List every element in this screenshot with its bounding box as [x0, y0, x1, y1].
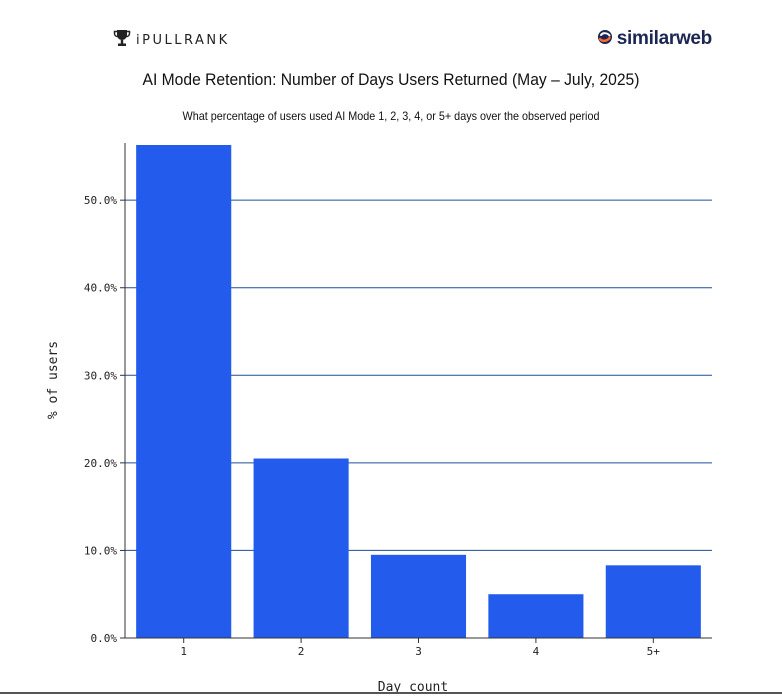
ipullrank-wordmark: iPULLRANK [136, 33, 230, 48]
x-tick-label: 3 [415, 645, 422, 658]
trophy-icon [112, 28, 132, 53]
ipullrank-logo: iPULLRANK [112, 28, 230, 53]
bar [605, 565, 701, 638]
y-tick-label: 20.0% [84, 457, 117, 470]
x-tick-label: 5+ [647, 645, 661, 658]
x-tick-label: 4 [533, 645, 540, 658]
bottom-divider [0, 692, 782, 694]
chart-title: AI Mode Retention: Number of Days Users … [142, 70, 640, 89]
y-tick-label: 40.0% [84, 282, 117, 295]
bar [370, 554, 467, 638]
x-tick-label: 1 [180, 645, 187, 658]
y-tick-label: 50.0% [84, 194, 117, 207]
chart-subtitle: What percentage of users used AI Mode 1,… [182, 109, 600, 123]
bar [136, 145, 232, 638]
x-axis-label: Day count [378, 680, 448, 695]
similarweb-wordmark: similarweb [616, 28, 713, 49]
bar [253, 458, 349, 638]
bar [488, 594, 584, 638]
y-tick-label: 10.0% [84, 544, 117, 557]
y-tick-label: 0.0% [91, 632, 118, 645]
x-tick-label: 2 [298, 645, 305, 658]
y-axis-label: % of users [46, 341, 61, 419]
similarweb-s-icon [597, 29, 613, 50]
similarweb-logo: similarweb [597, 28, 712, 50]
y-tick-label: 30.0% [84, 369, 117, 382]
